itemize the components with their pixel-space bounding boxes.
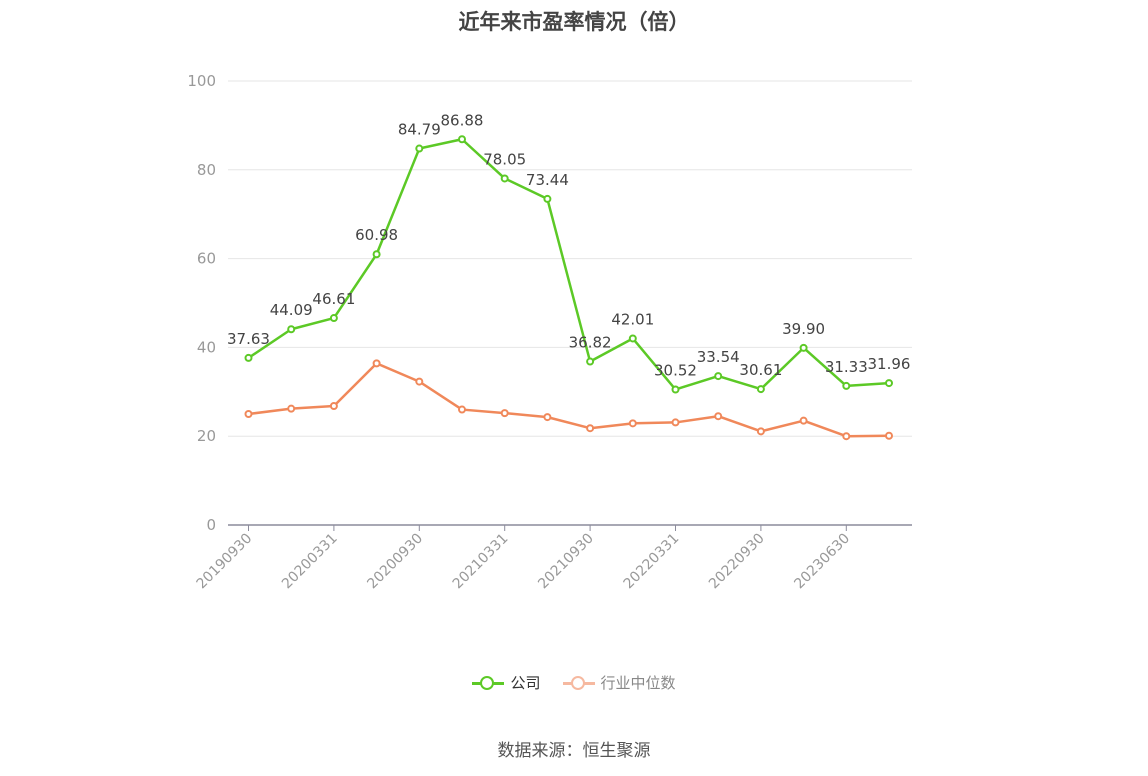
data-point-company[interactable] xyxy=(842,381,851,390)
data-point-industry[interactable] xyxy=(329,402,338,411)
series-line-company xyxy=(247,138,890,391)
data-point-industry[interactable] xyxy=(415,377,424,386)
data-point-industry[interactable] xyxy=(543,413,552,422)
y-tick-label: 100 xyxy=(187,72,216,90)
x-tick-label: 20200331 xyxy=(279,531,341,593)
x-tick-label: 20190930 xyxy=(194,531,256,593)
data-point-industry[interactable] xyxy=(885,431,893,440)
data-point-industry[interactable] xyxy=(714,412,723,421)
data-point-company[interactable] xyxy=(329,314,338,323)
legend-marker-industry xyxy=(562,675,595,690)
data-point-company[interactable] xyxy=(628,334,637,343)
series-layer xyxy=(244,135,893,441)
data-point-company[interactable] xyxy=(543,194,552,203)
y-tick-label: 60 xyxy=(197,250,216,268)
data-label: 31.96 xyxy=(868,355,911,373)
data-point-company[interactable] xyxy=(756,385,765,394)
data-label: 33.54 xyxy=(697,348,740,366)
data-point-company[interactable] xyxy=(885,379,893,388)
data-point-company[interactable] xyxy=(372,250,381,259)
y-tick-label: 0 xyxy=(206,516,216,534)
x-tick-label: 20220331 xyxy=(621,531,683,593)
legend-item-industry[interactable]: 行业中位数 xyxy=(562,672,676,693)
data-label: 44.09 xyxy=(270,301,313,319)
data-label: 30.61 xyxy=(739,361,782,379)
data-point-industry[interactable] xyxy=(799,416,808,425)
data-label: 46.61 xyxy=(312,290,355,308)
legend: 公司 行业中位数 xyxy=(0,672,1148,693)
data-label: 39.90 xyxy=(782,320,825,338)
data-point-industry[interactable] xyxy=(671,418,680,427)
legend-label-company: 公司 xyxy=(510,674,541,692)
chart-title: 近年来市盈率情况（倍） xyxy=(458,10,690,34)
data-label: 86.88 xyxy=(441,111,484,129)
y-tick-label: 40 xyxy=(197,338,216,356)
data-point-industry[interactable] xyxy=(287,404,296,413)
data-point-industry[interactable] xyxy=(842,432,851,441)
data-point-industry[interactable] xyxy=(458,405,466,414)
series-line-industry xyxy=(248,362,890,438)
data-label: 31.33 xyxy=(825,358,868,376)
data-point-company[interactable] xyxy=(714,372,723,381)
grid-layer xyxy=(228,80,912,437)
data-point-company[interactable] xyxy=(287,325,296,334)
data-label: 37.63 xyxy=(227,330,270,348)
data-label: 30.52 xyxy=(654,361,697,379)
y-tick-label: 20 xyxy=(197,427,216,445)
x-tick-label: 20220930 xyxy=(706,531,768,593)
data-label: 60.98 xyxy=(355,226,398,244)
data-point-industry[interactable] xyxy=(244,410,253,418)
data-point-industry[interactable] xyxy=(372,359,381,368)
legend-label-industry: 行业中位数 xyxy=(600,674,676,692)
data-label: 42.01 xyxy=(611,310,654,328)
data-point-company[interactable] xyxy=(799,343,808,352)
data-label: 84.79 xyxy=(398,121,441,139)
data-point-company[interactable] xyxy=(586,357,595,366)
data-point-company[interactable] xyxy=(415,144,424,153)
x-tick-label: 20200930 xyxy=(364,531,426,593)
data-label: 78.05 xyxy=(483,150,526,168)
x-tick-label: 20210331 xyxy=(450,531,512,593)
data-point-company[interactable] xyxy=(244,353,253,362)
data-point-industry[interactable] xyxy=(586,424,595,433)
data-label: 36.82 xyxy=(569,334,612,352)
data-point-company[interactable] xyxy=(500,174,509,183)
legend-item-company[interactable]: 公司 xyxy=(472,672,541,693)
data-point-industry[interactable] xyxy=(756,427,765,436)
data-source: 数据来源：恒生聚源 xyxy=(497,741,651,761)
data-point-industry[interactable] xyxy=(500,409,509,418)
legend-marker-company xyxy=(472,675,505,690)
x-tick-label: 20230630 xyxy=(791,531,853,593)
y-tick-label: 80 xyxy=(197,161,216,179)
data-point-company[interactable] xyxy=(671,385,680,394)
x-tick-label: 20210930 xyxy=(535,531,597,593)
data-point-company[interactable] xyxy=(458,135,466,144)
data-point-industry[interactable] xyxy=(628,419,637,428)
data-label: 73.44 xyxy=(526,171,569,189)
